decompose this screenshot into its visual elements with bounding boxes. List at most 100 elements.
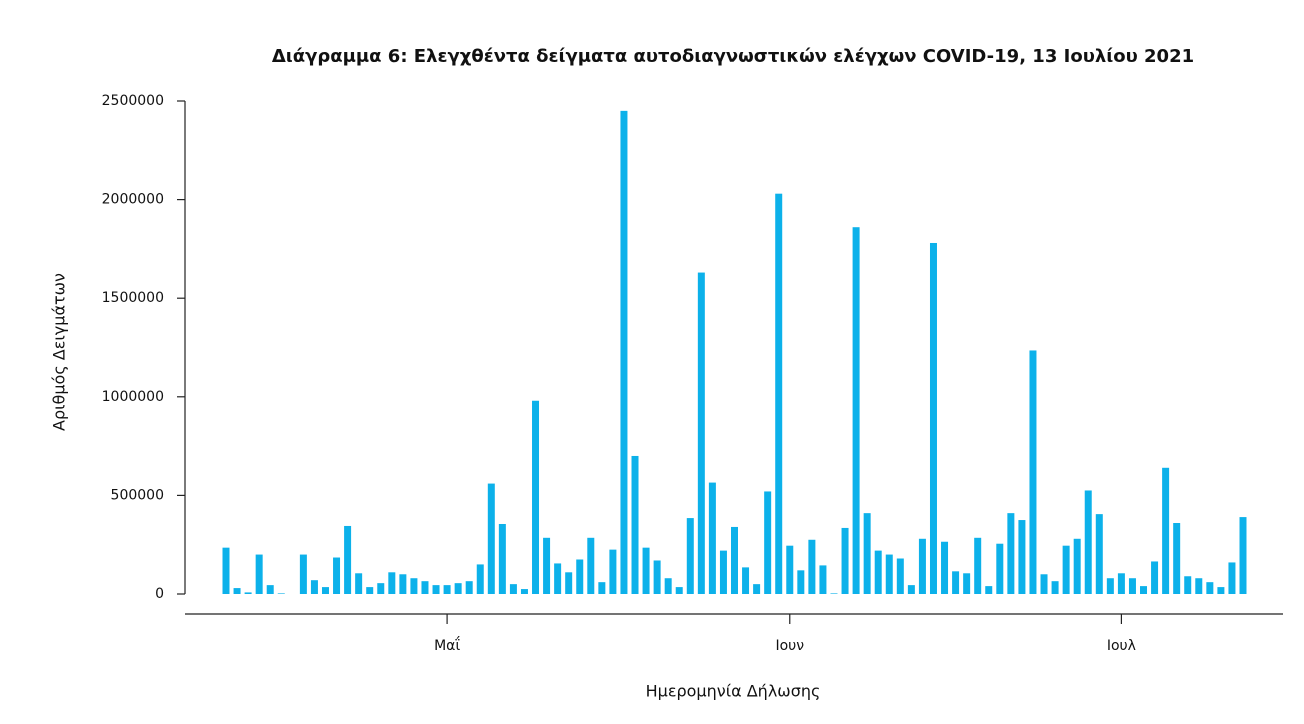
bar <box>708 482 716 594</box>
bar <box>753 584 761 594</box>
bar <box>587 537 595 594</box>
bar <box>664 578 672 594</box>
bar <box>885 554 893 594</box>
bar <box>863 513 871 594</box>
bar <box>731 526 738 594</box>
bar <box>554 563 562 594</box>
bar <box>1062 545 1070 594</box>
bar <box>244 592 252 594</box>
x-tick-label: Ιουλ <box>1107 638 1136 654</box>
bar <box>1117 573 1125 594</box>
bar <box>321 587 329 594</box>
bar <box>421 581 429 594</box>
bar <box>476 564 484 594</box>
bar <box>443 585 451 594</box>
y-tick-label: 1500000 <box>102 290 164 306</box>
chart-title: Διάγραμμα 6: Ελεγχθέντα δείγματα αυτοδια… <box>272 46 1194 67</box>
bar <box>410 578 418 594</box>
bar <box>532 400 540 594</box>
bar <box>377 583 385 594</box>
bar <box>952 571 960 594</box>
bar <box>896 558 904 594</box>
bar <box>620 110 628 595</box>
bar <box>852 227 860 594</box>
bar <box>797 570 805 594</box>
bar <box>598 582 606 594</box>
bar <box>719 550 727 594</box>
x-axis-label: Ημερομηνία Δήλωσης <box>646 682 821 701</box>
bar <box>344 525 352 594</box>
bar <box>432 585 440 594</box>
bar <box>498 523 506 594</box>
bar <box>742 567 750 594</box>
bar <box>1184 576 1192 594</box>
bar <box>996 543 1004 594</box>
bar <box>255 554 263 594</box>
bar <box>333 557 341 594</box>
bar <box>1128 578 1136 594</box>
bar <box>266 585 274 594</box>
bar <box>454 583 462 594</box>
bar <box>299 554 307 594</box>
bar <box>399 574 407 594</box>
bar <box>830 593 838 594</box>
y-tick-label: 0 <box>155 586 164 602</box>
bar <box>686 518 694 594</box>
bar <box>1162 467 1170 594</box>
bar <box>1239 517 1247 594</box>
bar <box>1095 514 1103 594</box>
bar <box>222 547 230 594</box>
bar <box>509 584 517 594</box>
bar <box>841 527 849 594</box>
bar <box>775 193 783 594</box>
bar <box>918 538 926 594</box>
bar <box>310 580 318 594</box>
bar <box>819 565 827 594</box>
bar <box>1040 574 1048 594</box>
bar <box>675 587 683 594</box>
bar <box>1073 538 1081 594</box>
bar <box>631 455 639 594</box>
bar <box>907 585 915 594</box>
bar <box>941 541 949 594</box>
bar <box>1228 562 1236 594</box>
bar <box>653 560 661 594</box>
bar <box>1195 578 1203 594</box>
bar <box>576 559 584 594</box>
bar <box>487 483 495 594</box>
bar <box>1018 520 1026 594</box>
bar <box>874 550 882 594</box>
bar <box>642 547 650 594</box>
bar <box>963 573 971 594</box>
bar <box>1029 350 1037 594</box>
bar <box>786 545 794 594</box>
bar <box>1217 587 1225 594</box>
bar <box>1007 513 1015 594</box>
bar <box>764 491 772 594</box>
y-tick-label: 500000 <box>111 487 164 503</box>
y-axis-label: Αριθμός Δειγμάτων <box>50 273 69 431</box>
bar <box>1173 523 1181 594</box>
x-tick-label: Ιουν <box>775 638 804 654</box>
bar <box>1106 578 1114 594</box>
bar <box>465 581 473 594</box>
bar <box>929 242 937 594</box>
bar <box>233 588 241 594</box>
bar <box>565 572 573 594</box>
bar <box>609 549 617 594</box>
bar <box>520 589 528 594</box>
y-tick-label: 2000000 <box>102 192 164 208</box>
bar <box>697 272 705 594</box>
bar <box>543 537 551 594</box>
bar <box>985 586 993 594</box>
bar <box>1051 581 1059 594</box>
bar <box>277 593 285 594</box>
bar <box>388 572 396 594</box>
bar <box>366 587 374 594</box>
bar <box>1140 586 1148 594</box>
bar <box>355 573 363 594</box>
bar <box>1084 490 1092 594</box>
bar <box>974 537 982 594</box>
y-tick-label: 2500000 <box>102 93 164 109</box>
